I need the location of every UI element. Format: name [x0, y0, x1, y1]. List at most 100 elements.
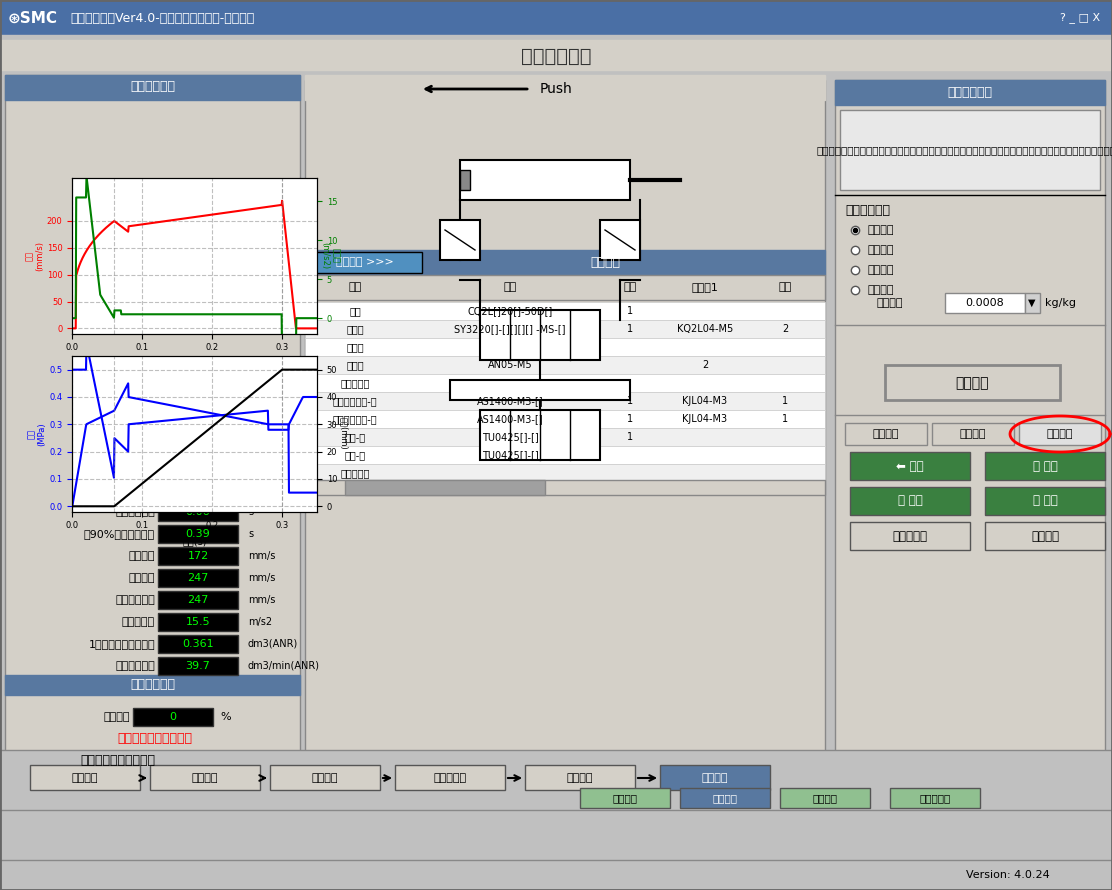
Text: AS1400-M3-[]: AS1400-M3-[] — [477, 396, 544, 406]
Bar — [305, 250, 825, 275]
Text: 247: 247 — [187, 595, 209, 605]
Bar — [661, 765, 770, 790]
Bar — [681, 788, 770, 808]
Text: CQ2L[]20[]-50D[]: CQ2L[]20[]-50D[] — [467, 306, 553, 316]
Text: 结露计算: 结露计算 — [1046, 429, 1073, 439]
Text: 结露特性计算: 结露特性计算 — [947, 86, 993, 100]
Text: dm3(ANR): dm3(ANR) — [248, 639, 298, 649]
Bar — [985, 452, 1105, 480]
Text: 1: 1 — [627, 432, 633, 442]
Text: 液压缓冲器: 液压缓冲器 — [340, 468, 369, 478]
Text: 结露的可能性非常小。: 结露的可能性非常小。 — [80, 755, 155, 767]
Text: 速度控制元件-左: 速度控制元件-左 — [332, 414, 377, 424]
Bar — [985, 522, 1105, 550]
Text: 15.5: 15.5 — [186, 617, 210, 627]
Text: 所要空气流里: 所要空气流里 — [116, 661, 155, 671]
X-axis label: 时间(s): 时间(s) — [182, 536, 207, 546]
Text: 输入数据: 输入数据 — [191, 773, 218, 783]
Bar — [305, 302, 825, 320]
Bar — [345, 480, 545, 495]
Text: 快速排气阀: 快速排气阀 — [340, 378, 369, 388]
Bar — [945, 293, 1025, 313]
Bar — [158, 635, 238, 653]
Bar — [460, 170, 470, 190]
Text: 系列: 系列 — [504, 282, 517, 292]
Text: 结露计算结果: 结露计算结果 — [130, 678, 175, 692]
Text: 缓冲计算: 缓冲计算 — [613, 793, 637, 803]
Text: 0: 0 — [169, 712, 177, 722]
Text: 🖨 打印: 🖨 打印 — [897, 495, 922, 507]
Bar — [305, 446, 825, 464]
Text: 配管-左: 配管-左 — [345, 450, 366, 460]
Bar — [158, 481, 238, 499]
Text: dm3/min(ANR): dm3/min(ANR) — [248, 661, 320, 671]
Text: 电磁阀: 电磁阀 — [346, 324, 364, 334]
Text: 供给空气湿度: 供给空气湿度 — [845, 204, 890, 216]
Text: 配置回路: 配置回路 — [72, 773, 98, 783]
Text: 1往返行程空气消耗里: 1往返行程空气消耗里 — [88, 639, 155, 649]
Text: 1: 1 — [627, 306, 633, 316]
Text: AS1400-M3-[]: AS1400-M3-[] — [477, 414, 544, 424]
Text: TU0425[]-[]: TU0425[]-[] — [481, 432, 538, 442]
Bar — [0, 40, 1112, 70]
Text: 1: 1 — [627, 414, 633, 424]
Bar — [932, 423, 1014, 445]
Text: KJL04-M3: KJL04-M3 — [683, 414, 727, 424]
Text: 🖫 取消: 🖫 取消 — [1033, 459, 1058, 473]
Text: 元件选型: 元件选型 — [873, 429, 900, 439]
Bar — [307, 252, 421, 273]
Bar — [480, 410, 600, 460]
Bar — [305, 338, 825, 356]
Bar — [158, 569, 238, 587]
Text: 1: 1 — [627, 396, 633, 406]
Bar — [460, 160, 631, 200]
Text: s: s — [248, 529, 254, 539]
Bar — [150, 765, 260, 790]
Bar — [1019, 423, 1101, 445]
Text: s: s — [248, 507, 254, 517]
Text: 最大速度: 最大速度 — [129, 573, 155, 583]
Bar — [835, 80, 1105, 770]
Text: 速度控制元件-右: 速度控制元件-右 — [332, 396, 377, 406]
Y-axis label: 速度
(mm/s): 速度 (mm/s) — [24, 241, 44, 271]
Text: 0.29: 0.29 — [186, 485, 210, 495]
Bar — [305, 75, 825, 100]
Bar — [840, 290, 1100, 315]
Text: 缓冲计算: 缓冲计算 — [960, 429, 986, 439]
Text: 0.0008: 0.0008 — [965, 298, 1004, 308]
Y-axis label: 压力
(MPa): 压力 (MPa) — [27, 422, 47, 446]
Text: Push: Push — [540, 82, 573, 96]
Text: 配管-右: 配管-右 — [345, 432, 366, 442]
Text: AN05-M5: AN05-M5 — [488, 360, 533, 370]
Text: 39.7: 39.7 — [186, 661, 210, 671]
Text: 0.361: 0.361 — [182, 639, 214, 649]
Text: s: s — [248, 485, 254, 495]
Text: 系统特性曲线: 系统特性曲线 — [130, 80, 175, 93]
Bar — [4, 75, 300, 100]
Text: 1: 1 — [627, 324, 633, 334]
Bar — [2, 3, 52, 33]
Text: 气缸: 气缸 — [349, 306, 361, 316]
Text: 0.39: 0.39 — [186, 529, 210, 539]
Text: mm/s: mm/s — [248, 595, 276, 605]
Text: 全行程时间: 全行程时间 — [122, 485, 155, 495]
Bar — [845, 423, 927, 445]
Bar — [133, 708, 214, 726]
Text: 重改型号 >>>: 重改型号 >>> — [336, 257, 394, 267]
Bar — [1025, 293, 1040, 313]
Text: mm/s: mm/s — [248, 573, 276, 583]
Bar — [600, 220, 641, 260]
Text: 名称: 名称 — [348, 282, 361, 292]
Text: KJL04-M3: KJL04-M3 — [683, 396, 727, 406]
Text: 行程终点速度: 行程终点速度 — [116, 595, 155, 605]
Text: 💾 保存: 💾 保存 — [1033, 495, 1058, 507]
Bar — [158, 547, 238, 565]
Text: 2: 2 — [702, 360, 708, 370]
Text: 消声器: 消声器 — [346, 360, 364, 370]
Y-axis label: 加速度
(m/s2): 加速度 (m/s2) — [320, 242, 340, 270]
Text: 气缸选型: 气缸选型 — [311, 773, 338, 783]
Bar — [305, 392, 825, 410]
Bar — [985, 487, 1105, 515]
Bar — [395, 765, 505, 790]
Text: ? _ □ X: ? _ □ X — [1060, 12, 1100, 23]
